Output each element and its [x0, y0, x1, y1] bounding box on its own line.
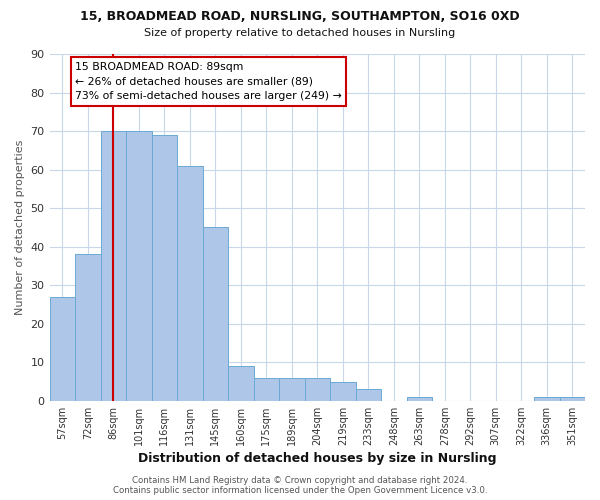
Text: Size of property relative to detached houses in Nursling: Size of property relative to detached ho… [145, 28, 455, 38]
Y-axis label: Number of detached properties: Number of detached properties [15, 140, 25, 315]
Bar [228, 366, 254, 401]
X-axis label: Distribution of detached houses by size in Nursling: Distribution of detached houses by size … [138, 452, 497, 465]
Bar [407, 397, 432, 401]
Text: Contains HM Land Registry data © Crown copyright and database right 2024.
Contai: Contains HM Land Registry data © Crown c… [113, 476, 487, 495]
Bar [75, 254, 101, 401]
Bar [305, 378, 330, 401]
Bar [101, 131, 126, 401]
Bar [330, 382, 356, 401]
Bar [560, 397, 585, 401]
Text: 15, BROADMEAD ROAD, NURSLING, SOUTHAMPTON, SO16 0XD: 15, BROADMEAD ROAD, NURSLING, SOUTHAMPTO… [80, 10, 520, 23]
Bar [50, 297, 75, 401]
Bar [279, 378, 305, 401]
Text: 15 BROADMEAD ROAD: 89sqm
← 26% of detached houses are smaller (89)
73% of semi-d: 15 BROADMEAD ROAD: 89sqm ← 26% of detach… [75, 62, 342, 102]
Bar [534, 397, 560, 401]
Bar [356, 390, 381, 401]
Bar [203, 228, 228, 401]
Bar [254, 378, 279, 401]
Bar [126, 131, 152, 401]
Bar [177, 166, 203, 401]
Bar [152, 135, 177, 401]
